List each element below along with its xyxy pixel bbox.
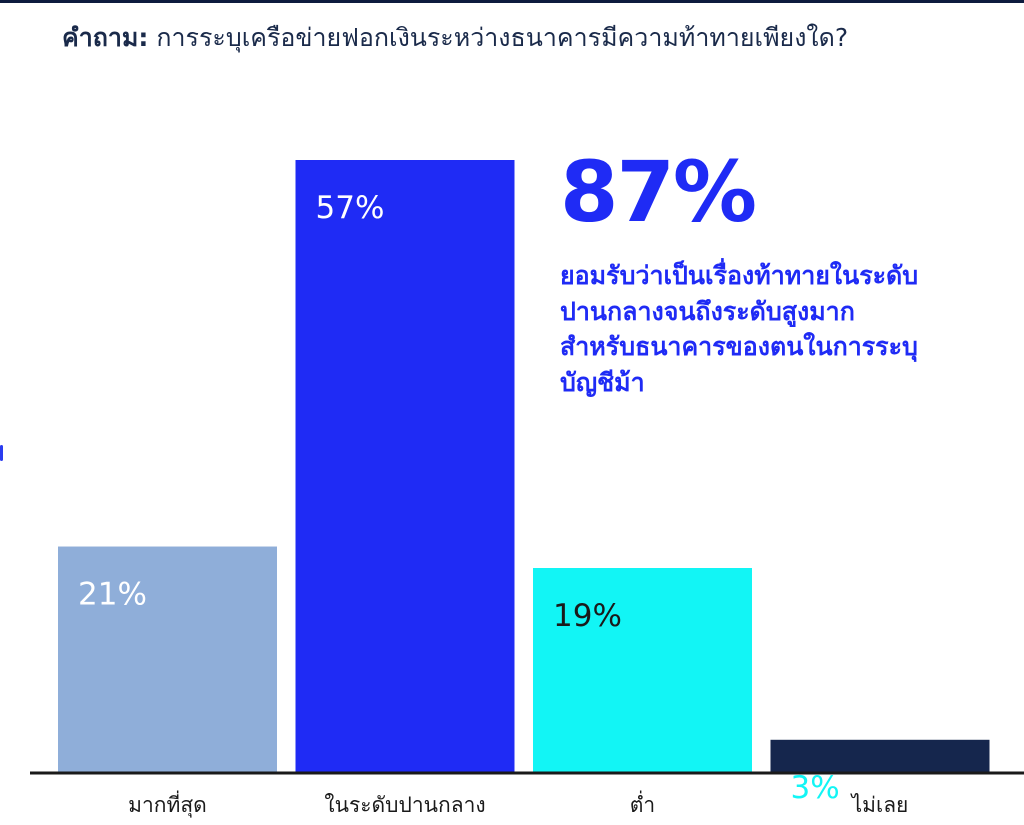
bar-2 [295,160,515,772]
bar-1 [58,546,277,772]
category-label-4: ไม่เลย [850,793,909,817]
highlight-description: ยอมรับว่าเป็นเรื่องท้าทายในระดับปานกลางจ… [560,261,919,397]
bar-value-label-1: 21% [78,577,147,613]
bar-value-label-3: 19% [553,598,622,634]
bar-4 [770,739,990,772]
category-label-1: มากที่สุด [128,790,207,818]
highlight-value: 87% [560,143,757,241]
category-label-3: ต่ำ [630,790,655,817]
question-label: คำถาม: [62,23,149,52]
top-border-line [0,0,1024,3]
category-label-2: ในระดับปานกลาง [324,793,485,817]
bar-3 [533,568,752,772]
bar-value-label-4: 3% [791,770,840,806]
question-heading: คำถาม: การระบุเครือข่ายฟอกเงินระหว่างธนา… [62,18,848,58]
question-text: การระบุเครือข่ายฟอกเงินระหว่างธนาคารมีคว… [156,23,849,52]
edge-marker [0,445,3,461]
bar-value-label-2: 57% [316,190,385,226]
